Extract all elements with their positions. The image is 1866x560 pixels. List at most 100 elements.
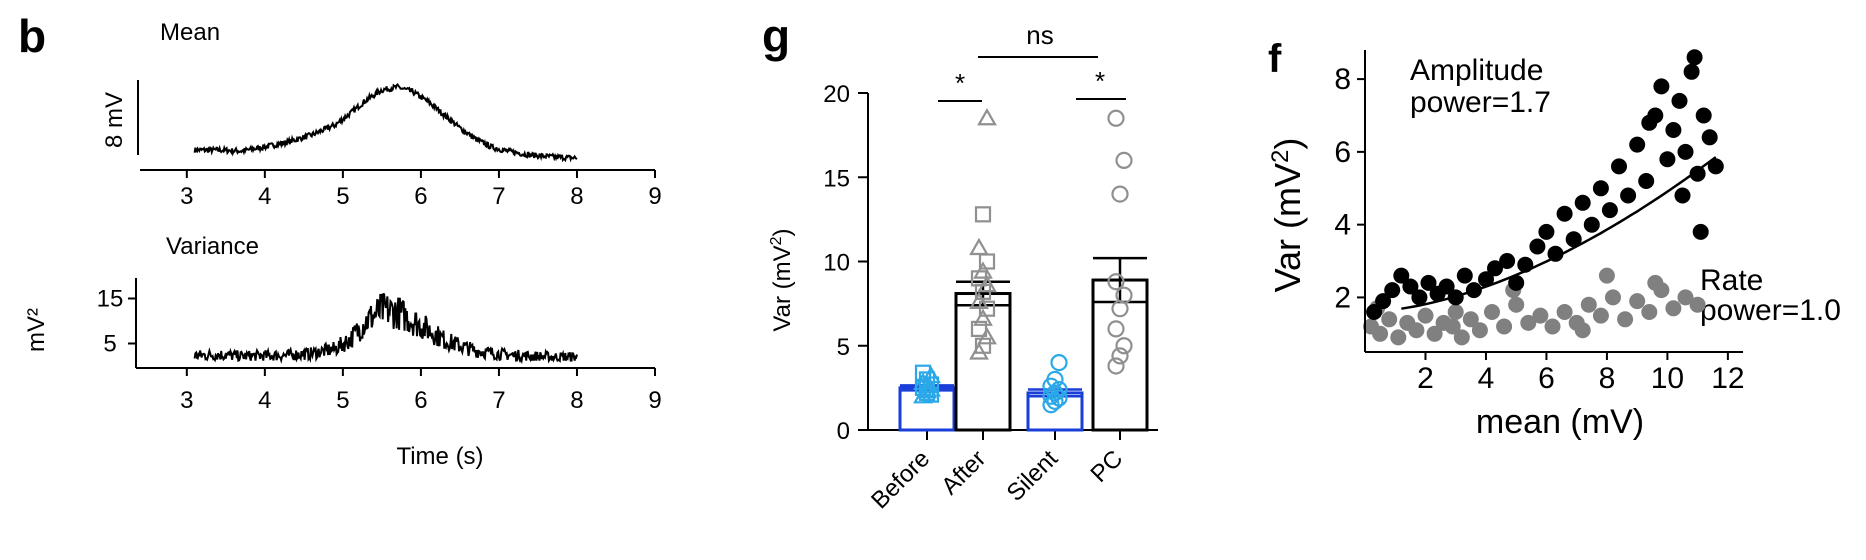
scatter-point <box>1372 325 1389 342</box>
scatter-point <box>1638 173 1655 189</box>
scatter-point <box>1402 278 1419 295</box>
scatter-point <box>1592 307 1609 324</box>
mean-x-tick-label: 8 <box>570 183 583 210</box>
scatter-point <box>1580 296 1597 313</box>
scatter-x-tick-label: 6 <box>1538 362 1555 395</box>
data-point <box>1107 273 1125 291</box>
rate-power-label: power=1.0 <box>1700 294 1841 327</box>
scatter-point <box>1695 107 1712 124</box>
scatter-point <box>1574 194 1591 211</box>
mean-title: Mean <box>160 19 220 46</box>
scatter-point <box>1496 318 1513 335</box>
amplitude-label: Amplitude <box>1410 54 1543 87</box>
variance-x-tick-label: 9 <box>648 387 661 414</box>
data-point <box>1050 389 1068 407</box>
scatter-point <box>1556 205 1573 222</box>
scatter-point <box>1653 78 1670 95</box>
scatter-point <box>1692 223 1709 240</box>
data-point <box>973 308 993 326</box>
scatter-point <box>1393 267 1410 284</box>
data-point <box>973 261 993 279</box>
scatter-point <box>1390 329 1407 346</box>
scatter-x-tick-label: 2 <box>1417 362 1434 395</box>
scatter-point <box>1641 114 1658 131</box>
scatter-point <box>1641 304 1658 320</box>
variance-bar-panel: Var (mV2) 0 5 10 15 20 Before After Silent PC * n… <box>768 20 1158 514</box>
scatter-point <box>1438 278 1455 295</box>
mean-x-tick-label: 3 <box>180 183 193 210</box>
data-point <box>970 320 988 337</box>
scatter-point <box>1677 143 1694 160</box>
scatter-point <box>1665 300 1682 317</box>
significance-mark: ns <box>1026 20 1053 50</box>
variance-x-tick-label: 4 <box>258 387 271 414</box>
data-point <box>1111 185 1129 203</box>
scatter-point <box>1520 314 1537 331</box>
data-point <box>1115 337 1133 355</box>
scatter-point <box>1366 304 1383 320</box>
variance-y-label: mV² <box>23 308 50 352</box>
variance-x-tick-label: 5 <box>336 387 349 414</box>
bar-y-tick-label: 20 <box>823 81 850 108</box>
scatter-point <box>1617 311 1634 328</box>
scatter-point <box>1384 282 1401 299</box>
variance-y-tick-label: 15 <box>97 286 124 313</box>
scatter-point <box>1686 49 1703 66</box>
scatter-point <box>1689 165 1706 182</box>
mean-x-tick-label: 5 <box>336 183 349 210</box>
bar-y-label: Var (mV2) <box>768 228 796 331</box>
scatter-point <box>1478 271 1494 288</box>
scatter-point <box>1529 238 1546 255</box>
scatter-point <box>1659 151 1676 168</box>
scatter-point <box>1447 304 1464 320</box>
data-point <box>969 342 989 360</box>
scatter-point <box>1499 253 1516 269</box>
scatter-point <box>1611 158 1627 175</box>
scatter-point <box>1592 180 1609 197</box>
scatter-point <box>1605 289 1621 306</box>
scatter-point <box>1544 318 1561 335</box>
data-point <box>969 237 989 256</box>
data-point <box>1046 392 1064 410</box>
significance-mark: * <box>955 68 965 98</box>
bar-y-tick-label: 5 <box>837 334 850 361</box>
bar-category-label: Before <box>866 445 935 514</box>
scatter-y-tick-label: 4 <box>1334 209 1351 242</box>
scatter-point <box>1508 274 1525 291</box>
scatter-point <box>1665 122 1682 138</box>
data-point <box>1050 380 1068 399</box>
scatter-axes: 2 4 6 8 10 12 2 4 6 8 <box>1334 50 1745 395</box>
data-point <box>1050 354 1068 372</box>
data-point <box>922 386 940 403</box>
scatter-y-tick-label: 8 <box>1334 63 1351 96</box>
scatter-point <box>1598 267 1615 284</box>
variance-trace-panel: Variance mV² Time (s) 3 4 5 6 7 8 9 15 5 <box>23 233 662 470</box>
bar-y-tick-label: 15 <box>823 165 850 192</box>
data-point <box>1107 109 1125 127</box>
mean-scale-bar-label: 8 mV <box>101 92 128 148</box>
scatter-point <box>1462 311 1479 328</box>
mean-trace-panel: Mean 8 mV 3 4 5 6 7 8 9 <box>101 19 662 210</box>
scatter-x-tick-label: 8 <box>1599 362 1616 395</box>
scatter-point <box>1629 136 1646 153</box>
scatter-point <box>1411 289 1428 306</box>
scatter-x-tick-label: 12 <box>1711 362 1744 395</box>
variance-series-line <box>193 292 578 365</box>
scatter-point <box>1683 63 1700 80</box>
amplitude-fit-line <box>1401 156 1717 310</box>
significance-marks: * ns * <box>938 20 1126 102</box>
scatter-point <box>1565 231 1582 248</box>
bar-y-tick-label: 0 <box>837 418 850 445</box>
data-point <box>914 364 932 381</box>
data-point <box>1107 357 1125 375</box>
amplitude-power-label: power=1.7 <box>1410 86 1551 119</box>
scatter-point <box>1677 289 1694 306</box>
scatter-y-label: Var (mV2) <box>1267 138 1308 293</box>
variance-x-tick-label: 3 <box>180 387 193 414</box>
data-point <box>1115 151 1133 169</box>
scatter-point <box>1538 223 1555 240</box>
scatter-x-tick-label: 4 <box>1478 362 1495 395</box>
data-point <box>969 291 989 310</box>
scatter-point <box>1674 187 1691 204</box>
